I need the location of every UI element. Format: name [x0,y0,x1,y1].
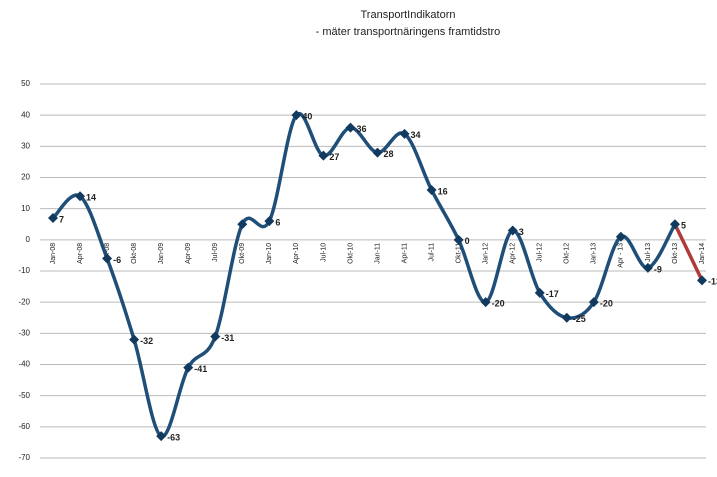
data-label: -6 [113,255,121,265]
data-label: 27 [329,152,339,162]
marker [210,331,221,342]
x-tick-label: Okt-11 [455,243,462,264]
marker [426,184,437,195]
x-tick-label: Jan-09 [158,243,165,265]
x-tick-label: Jul-12 [537,243,544,262]
y-tick-label: -30 [18,328,30,337]
marker [642,262,653,273]
data-label: -13 [708,277,717,287]
marker [48,213,58,224]
marker [345,122,356,133]
x-tick-label: Okt-10 [347,243,354,264]
x-tick-label: Jul-13 [645,243,652,262]
x-tick-label: Jan-11 [374,243,381,264]
x-tick-label: Jan-08 [50,243,57,265]
data-label: -63 [167,433,180,443]
x-tick-label: Jul-10 [320,243,327,262]
data-label: -20 [600,299,613,309]
y-tick-label: 50 [21,79,30,88]
x-tick-label: Apr-08 [77,243,84,264]
marker [697,275,707,286]
x-tick-label: Apr-11 [401,243,408,264]
marker [615,231,626,242]
x-tick-label: Jan-12 [483,243,490,265]
x-tick-label: Jan-13 [591,243,598,265]
line [51,111,677,438]
data-label: 3 [519,227,524,237]
marker [507,225,518,236]
marker [75,191,86,202]
y-tick-label: 20 [21,173,30,182]
marker [453,234,464,245]
x-tick-label: Jul-09 [212,243,219,262]
data-label: -17 [546,289,559,299]
marker [588,297,599,308]
x-tick-label: Apr-10 [293,243,300,264]
data-label: 34 [411,130,421,140]
x-tick-label: Okt-09 [239,243,246,264]
y-tick-label: -20 [18,297,30,306]
marker [669,219,680,230]
marker [129,334,140,345]
x-tick-label: Jan-10 [266,243,273,265]
marker [561,312,572,323]
y-tick-label: -50 [18,391,30,400]
x-tick-label: Apr-09 [185,243,192,264]
x-tick-label: Apr-12 [510,243,517,264]
marker [102,253,113,264]
marker [372,147,383,158]
marker [264,216,275,227]
data-label: -25 [573,314,586,324]
data-label: 6 [275,218,280,228]
chart-subtitle: - mäter transportnäringens framtidstro [316,26,501,38]
x-tick-label: Jul-08 [104,243,111,262]
data-label: 40 [302,112,312,122]
y-tick-label: 10 [21,204,30,213]
x-tick-label: Okt-12 [564,243,571,264]
marker [318,150,329,161]
x-tick-label: Okt-08 [131,243,138,264]
data-label: 0 [465,236,470,246]
marker [480,297,491,308]
y-tick-label: 0 [26,235,31,244]
marker [183,362,194,373]
data-label: 36 [356,124,366,134]
y-tick-label: -60 [18,422,30,431]
data-label: 7 [59,214,64,224]
marker [534,287,545,298]
data-label: 16 [438,186,448,196]
x-tick-label: Jan-14 [699,243,706,265]
data-label: 28 [384,149,394,159]
data-label: -41 [194,364,207,374]
marker [156,431,167,442]
data-label: 14 [86,193,96,203]
y-tick-label: -40 [18,360,30,369]
marker [237,219,248,230]
y-tick-label: -10 [18,266,30,275]
y-tick-label: 30 [21,141,30,150]
marker [291,110,302,121]
x-tick-label: Okt-13 [672,243,679,264]
y-tick-label: 40 [21,110,30,119]
data-label: -9 [654,264,662,274]
data-label: -31 [221,333,234,343]
y-tick-label: -70 [18,453,30,462]
marker [399,128,410,139]
data-label: -32 [140,336,153,346]
x-tick-label: Jul-11 [428,243,435,262]
data-label: -20 [492,299,505,309]
data-label: 5 [681,221,686,231]
chart-title: TransportIndikatorn [361,9,456,21]
x-tick-label: Apr - 13 [618,243,625,268]
